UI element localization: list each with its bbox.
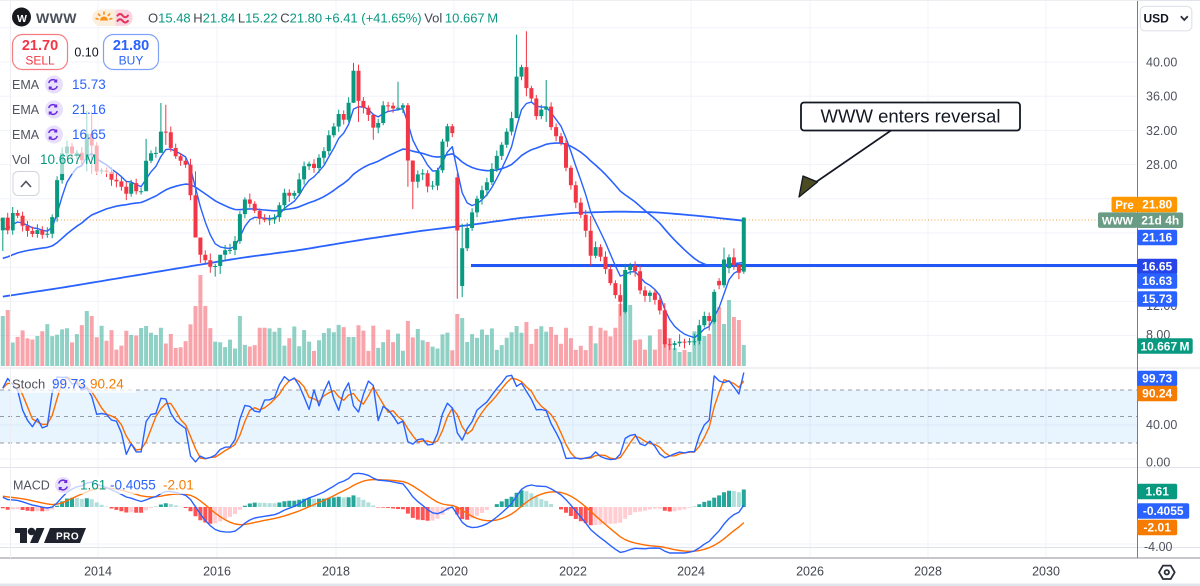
svg-text:W: W xyxy=(17,13,27,25)
svg-text:21.16: 21.16 xyxy=(72,102,106,117)
svg-text:36.00: 36.00 xyxy=(1146,90,1177,104)
svg-text:32.00: 32.00 xyxy=(1146,124,1177,138)
svg-text:28.00: 28.00 xyxy=(1146,158,1177,172)
svg-text:0.10: 0.10 xyxy=(74,46,98,60)
svg-text:2026: 2026 xyxy=(796,565,824,579)
svg-text:40.00: 40.00 xyxy=(1146,418,1177,432)
svg-text:2028: 2028 xyxy=(914,565,942,579)
svg-text:15.73: 15.73 xyxy=(1142,292,1172,306)
svg-text:WWW: WWW xyxy=(1102,216,1134,228)
svg-text:90.24: 90.24 xyxy=(1142,387,1172,401)
svg-text:O15.48 H21.84 L15.22 C21.80 +6: O15.48 H21.84 L15.22 C21.80 +6.41 (+41.6… xyxy=(148,11,498,26)
svg-text:EMA: EMA xyxy=(12,103,40,117)
svg-text:PRO: PRO xyxy=(56,532,79,543)
svg-text:2020: 2020 xyxy=(440,565,468,579)
svg-text:-2.01: -2.01 xyxy=(163,478,194,493)
svg-text:0.00: 0.00 xyxy=(1146,456,1170,470)
svg-text:MACD: MACD xyxy=(13,479,50,493)
svg-text:99.73: 99.73 xyxy=(1142,372,1172,386)
svg-text:USD: USD xyxy=(1144,12,1170,26)
svg-text:2022: 2022 xyxy=(559,565,587,579)
svg-text:Pre: Pre xyxy=(1115,200,1134,212)
svg-text:-0.4055: -0.4055 xyxy=(110,478,156,493)
svg-text:21.80: 21.80 xyxy=(113,38,149,54)
svg-text:2014: 2014 xyxy=(84,565,112,579)
svg-text:40.00: 40.00 xyxy=(1146,56,1177,70)
svg-text:21.80: 21.80 xyxy=(1142,198,1172,212)
svg-text:-0.4055: -0.4055 xyxy=(1143,504,1184,518)
svg-text:21.16: 21.16 xyxy=(1142,231,1172,245)
svg-text:Stoch: Stoch xyxy=(12,377,45,392)
svg-text:EMA: EMA xyxy=(12,78,40,92)
svg-text:16.65: 16.65 xyxy=(1142,260,1172,274)
svg-text:99.73: 99.73 xyxy=(52,377,86,392)
svg-text:EMA: EMA xyxy=(12,128,40,142)
svg-text:WWW: WWW xyxy=(36,10,77,26)
svg-text:90.24: 90.24 xyxy=(90,377,124,392)
svg-text:1.61: 1.61 xyxy=(80,478,106,493)
svg-text:2016: 2016 xyxy=(203,565,231,579)
svg-text:16.63: 16.63 xyxy=(1142,274,1172,288)
svg-text:BUY: BUY xyxy=(119,54,144,68)
svg-text:2030: 2030 xyxy=(1032,565,1060,579)
svg-text:15.73: 15.73 xyxy=(72,77,106,92)
svg-text:WWW enters reversal: WWW enters reversal xyxy=(821,106,1001,127)
svg-text:-4.00: -4.00 xyxy=(1144,540,1173,554)
svg-text:10.667 M: 10.667 M xyxy=(1140,340,1189,354)
svg-text:16.65: 16.65 xyxy=(72,127,106,142)
svg-text:2024: 2024 xyxy=(677,565,705,579)
svg-text:1.61: 1.61 xyxy=(1146,485,1170,499)
svg-text:Vol: Vol xyxy=(12,152,30,167)
svg-text:10.667 M: 10.667 M xyxy=(40,152,96,167)
svg-text:-2.01: -2.01 xyxy=(1144,521,1172,535)
svg-text:SELL: SELL xyxy=(25,54,55,68)
svg-text:2018: 2018 xyxy=(322,565,350,579)
svg-text:21.70: 21.70 xyxy=(22,38,58,54)
svg-text:21d 4h: 21d 4h xyxy=(1141,213,1179,227)
